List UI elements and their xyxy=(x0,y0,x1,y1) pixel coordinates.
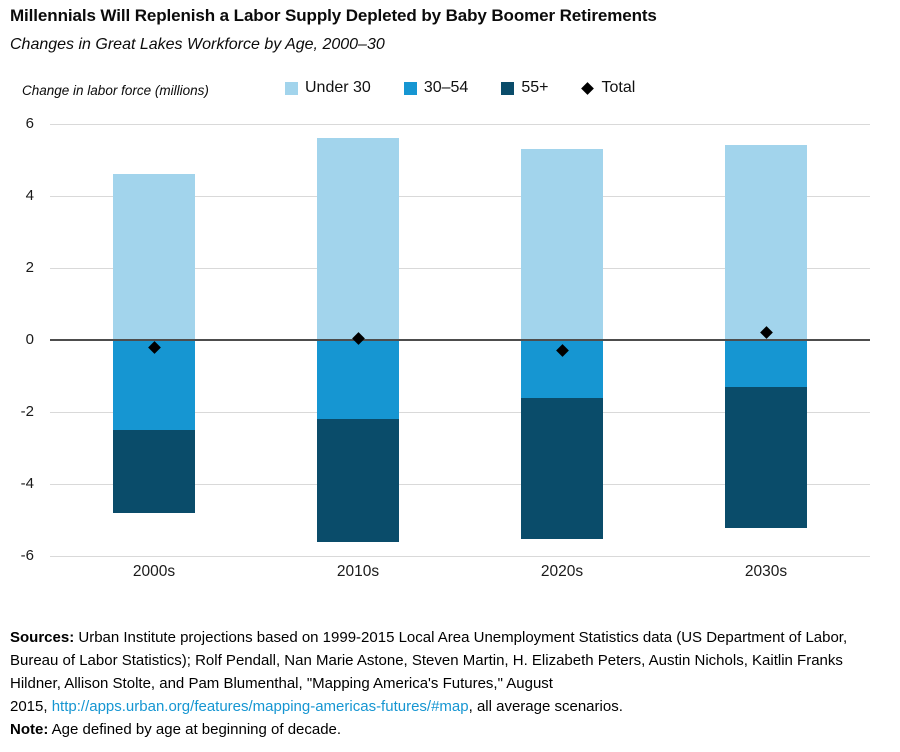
bar-2010s-under-30 xyxy=(317,138,399,340)
chart-legend: Under 30 30–54 55+ Total xyxy=(285,79,635,97)
bar-2010s-30-54 xyxy=(317,340,399,419)
legend-label: Total xyxy=(601,79,636,96)
bar-2010s-55+ xyxy=(317,419,399,542)
gridline-6 xyxy=(50,124,870,125)
bar-2000s-30-54 xyxy=(113,340,195,430)
footer-notes: Sources: Urban Institute projections bas… xyxy=(10,626,884,741)
bar-2020s-under-30 xyxy=(521,149,603,340)
y-tick-label--2: -2 xyxy=(20,403,34,420)
legend-item-30-54: 30–54 xyxy=(403,79,469,97)
total-marker-2000s xyxy=(148,341,161,354)
y-tick-label-6: 6 xyxy=(25,115,34,132)
legend-label: 55+ xyxy=(521,79,549,96)
total-marker-2010s xyxy=(352,332,365,345)
x-axis-label-2000s: 2000s xyxy=(132,563,176,580)
y-tick-label--4: -4 xyxy=(20,475,34,492)
chart-title: Millennials Will Replenish a Labor Suppl… xyxy=(10,6,657,25)
bar-2000s-under-30 xyxy=(113,174,195,340)
gridline--4 xyxy=(50,484,870,485)
legend-swatch-icon xyxy=(501,81,515,95)
source-link[interactable]: http://apps.urban.org/features/mapping-a… xyxy=(51,698,469,715)
bar-2030s-under-30 xyxy=(725,145,807,340)
note-text: Age defined by age at beginning of decad… xyxy=(48,721,342,738)
legend-label: Under 30 xyxy=(305,79,371,96)
sources-paragraph: Sources: Urban Institute projections bas… xyxy=(10,626,884,718)
zero-axis-line xyxy=(50,339,870,341)
y-tick-label--6: -6 xyxy=(20,547,34,564)
gridline--2 xyxy=(50,412,870,413)
gridline--6 xyxy=(50,556,870,557)
legend-label: 30–54 xyxy=(423,79,469,96)
legend-item-under-30: Under 30 xyxy=(285,79,371,97)
note-label: Note: xyxy=(10,721,49,738)
sources-text-1: Urban Institute projections based on 199… xyxy=(10,629,848,692)
total-marker-2030s xyxy=(760,326,773,339)
bar-2030s-30-54 xyxy=(725,340,807,387)
gridline-4 xyxy=(50,196,870,197)
sources-text-2: 2015, xyxy=(10,698,52,715)
x-axis-label-2020s: 2020s xyxy=(540,563,584,580)
y-tick-label-0: 0 xyxy=(25,331,34,348)
x-axis-label-2010s: 2010s xyxy=(336,563,380,580)
legend-item-total: Total xyxy=(581,79,635,97)
bar-2020s-55+ xyxy=(521,398,603,539)
x-axis-label-2030s: 2030s xyxy=(744,563,788,580)
bar-2020s-30-54 xyxy=(521,340,603,398)
y-tick-label-4: 4 xyxy=(25,187,34,204)
note-paragraph: Note: Age defined by age at beginning of… xyxy=(10,718,884,741)
total-marker-2020s xyxy=(556,344,569,357)
legend-item-55+: 55+ xyxy=(501,79,548,97)
bar-2000s-55+ xyxy=(113,430,195,513)
legend-diamond-icon xyxy=(581,81,595,95)
y-tick-label-2: 2 xyxy=(25,259,34,276)
legend-swatch-icon xyxy=(403,81,417,95)
gridline-2 xyxy=(50,268,870,269)
legend-swatch-icon xyxy=(285,81,298,95)
bar-2030s-55+ xyxy=(725,387,807,528)
chart-subtitle: Changes in Great Lakes Workforce by Age,… xyxy=(10,36,385,53)
y-axis-label: Change in labor force (millions) xyxy=(22,83,209,98)
sources-text-3: , all average scenarios. xyxy=(468,698,623,715)
sources-label: Sources: xyxy=(10,629,75,646)
